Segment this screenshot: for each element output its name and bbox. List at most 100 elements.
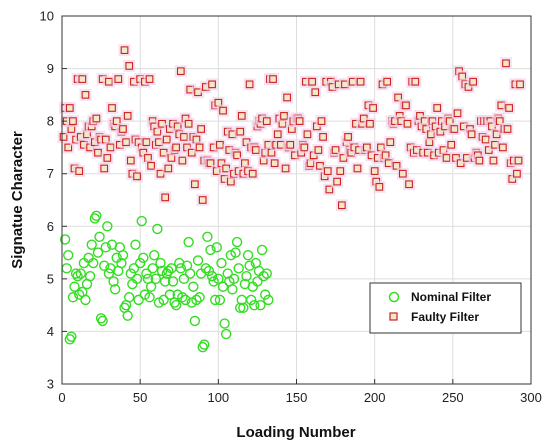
nominal-filter-point [189,315,201,327]
x-tick-label: 150 [286,390,308,405]
faulty-filter-point [392,161,401,170]
faulty-filter-point [502,59,510,68]
faulty-filter-point [273,130,282,139]
nominal-filter-point [220,328,232,340]
faulty-filter-point [353,164,362,173]
faulty-filter-point [402,101,410,110]
faulty-filter-point [195,143,204,152]
nominal-filter-point [152,223,163,235]
y-tick-label: 6 [47,219,54,234]
nominal-filter-point [130,239,141,250]
nominal-filter-point [178,273,190,285]
nominal-filter-point [263,294,274,306]
nominal-filter-point [210,294,221,306]
nominal-filter-point [231,236,243,248]
nominal-filter-point [235,302,246,313]
faulty-filter-point [81,91,90,99]
nominal-filter-point [197,342,208,353]
nominal-filter-point [245,294,257,306]
nominal-filter-point [183,236,194,248]
nominal-filter-point [63,249,74,261]
nominal-filter-point [184,268,196,279]
faulty-filter-point [331,146,340,154]
faulty-filter-point [197,125,205,133]
nominal-filter-point [100,242,111,253]
nominal-filter-point [177,292,188,303]
faulty-filter-point [176,67,185,76]
faulty-filter-point [333,177,341,186]
nominal-filter-point [260,289,271,300]
nominal-filter-point [164,289,176,300]
nominal-filter-point [59,234,71,245]
nominal-filter-point [158,294,169,306]
x-tick-label: 0 [58,390,65,405]
faulty-filter-point [106,143,115,152]
y-tick-label: 8 [47,114,54,129]
nominal-filter-point [124,292,135,303]
faulty-filter-point [300,143,309,152]
faulty-filter-point [295,117,304,125]
nominal-filter-point [66,331,77,342]
nominal-filter-point [167,276,179,287]
nominal-filter-point [147,263,158,274]
faulty-filter-point [142,138,151,147]
legend-marker-nominal-filter [388,291,400,303]
nominal-filter-point [217,281,229,292]
faulty-filter-point [59,133,68,141]
legend-box [369,282,522,334]
faulty-filter-point [119,125,127,133]
nominal-filter-point [155,257,166,269]
faulty-filter-point [369,104,377,112]
faulty-filter-point [75,167,84,175]
faulty-filter-point [337,201,346,210]
nominal-filter-point [134,257,146,269]
nominal-filter-point [228,273,240,285]
faulty-filter-point [433,104,442,112]
faulty-filter-point [237,112,246,120]
faulty-filter-point [269,75,277,83]
x-tick-label: 50 [133,390,147,405]
nominal-filter-point [205,244,216,256]
nominal-filter-point [84,271,96,282]
nominal-filter-point [175,263,187,274]
faulty-filter-point [453,109,462,118]
nominal-filter-point [180,294,191,306]
nominal-filter-point [67,292,79,303]
faulty-filter-point [319,133,327,141]
faulty-filter-point [311,88,320,97]
faulty-filter-point [325,185,334,194]
nominal-filter-point [92,247,104,258]
nominal-filter-point [227,284,238,295]
nominal-filter-point [199,339,210,350]
nominal-filter-point [170,299,182,311]
nominal-filter-point [86,239,97,250]
faulty-filter-point [262,117,271,125]
nominal-filter-point [117,249,129,261]
nominal-filter-point [238,302,249,313]
faulty-filter-point [219,106,227,115]
faulty-filter-point [236,127,245,136]
faulty-filter-point [499,143,507,152]
faulty-filter-point [216,140,224,149]
nominal-filter-point [141,268,152,279]
nominal-filter-point [70,268,82,279]
nominal-filter-point [241,271,252,282]
nominal-filter-point [242,249,254,261]
faulty-filter-point [162,135,171,144]
data-points [57,44,527,353]
nominal-filter-point [192,255,204,266]
faulty-filter-point [78,75,87,83]
legend-label-nominal-filter: Nominal Filter [411,290,491,304]
faulty-filter-point [314,146,323,154]
faulty-filter-point [336,167,345,175]
faulty-filter-point [411,77,420,86]
faulty-filter-point [308,77,316,86]
faulty-filter-point [489,156,498,165]
faulty-filter-point [303,130,312,139]
nominal-filter-point [206,271,218,282]
y-tick-label: 10 [40,9,54,24]
faulty-filter-point [270,159,279,168]
faulty-filter-point [283,93,291,102]
faulty-filter-point [100,164,109,173]
